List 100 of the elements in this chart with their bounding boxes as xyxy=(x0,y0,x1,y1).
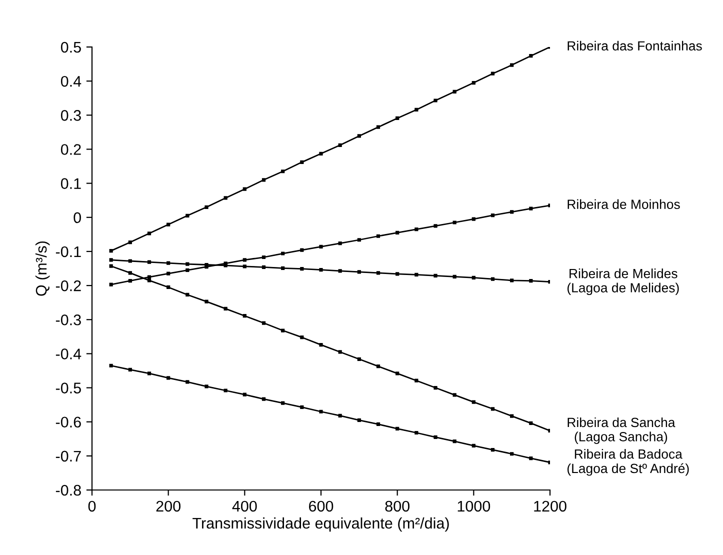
y-tick-label: -0.6 xyxy=(56,416,81,428)
point xyxy=(242,187,246,191)
point xyxy=(414,378,418,382)
point xyxy=(300,248,304,252)
point xyxy=(396,372,400,376)
point xyxy=(376,234,380,238)
point xyxy=(319,268,323,272)
point xyxy=(128,271,132,275)
point xyxy=(434,386,438,390)
point xyxy=(452,439,456,444)
point xyxy=(376,125,380,129)
point xyxy=(166,285,170,290)
point xyxy=(109,264,113,268)
point xyxy=(166,376,170,380)
series-label: Ribeira da Sancha (Lagoa Sancha) xyxy=(568,417,676,444)
y-tick-label: -0.5 xyxy=(56,382,81,394)
point xyxy=(529,421,533,426)
point xyxy=(396,272,400,276)
point xyxy=(109,282,113,286)
point xyxy=(376,364,380,368)
point xyxy=(376,271,380,275)
point xyxy=(166,261,170,265)
x-tick-label: 800 xyxy=(385,500,410,512)
point xyxy=(414,108,418,112)
point xyxy=(186,292,190,297)
point xyxy=(529,54,533,58)
point xyxy=(300,405,304,409)
point xyxy=(224,388,228,392)
point xyxy=(434,274,438,278)
point xyxy=(529,456,533,460)
point xyxy=(319,244,323,248)
point xyxy=(186,380,190,384)
point xyxy=(414,272,418,276)
point xyxy=(472,80,476,85)
x-tick-label: 200 xyxy=(156,500,180,512)
point xyxy=(338,350,342,354)
point xyxy=(529,278,533,283)
point xyxy=(396,230,400,235)
point xyxy=(338,269,342,273)
series-label: Ribeira da Badoca (Lagoa de Stº André) xyxy=(567,449,689,476)
y-tick-label: -0.2 xyxy=(56,280,81,292)
point xyxy=(109,248,113,253)
x-tick-label: 400 xyxy=(232,500,257,512)
point xyxy=(510,278,514,282)
x-tick-label: 0 xyxy=(88,500,96,512)
point xyxy=(300,336,304,340)
point xyxy=(357,418,361,422)
y-tick-label: 0.1 xyxy=(60,178,81,189)
point xyxy=(357,270,361,274)
point xyxy=(452,90,456,94)
point xyxy=(490,448,495,452)
y-tick-label: 0.4 xyxy=(60,76,82,87)
point xyxy=(490,407,495,411)
point xyxy=(224,196,228,200)
point xyxy=(434,98,438,102)
point xyxy=(300,160,304,164)
point xyxy=(281,266,285,270)
point xyxy=(186,214,190,218)
point xyxy=(128,368,132,372)
point xyxy=(472,217,476,221)
point xyxy=(510,414,514,418)
x-tick-label: 600 xyxy=(309,500,334,512)
point xyxy=(357,238,361,242)
point xyxy=(338,241,342,246)
point xyxy=(242,264,246,268)
point xyxy=(300,267,304,271)
point xyxy=(147,232,152,236)
point xyxy=(510,452,514,456)
point xyxy=(510,210,514,214)
point xyxy=(338,414,342,418)
point xyxy=(434,435,438,439)
point xyxy=(490,277,495,281)
point xyxy=(281,401,285,405)
point xyxy=(186,262,190,266)
y-tick-label: -0.3 xyxy=(56,314,81,326)
point xyxy=(204,384,208,388)
point xyxy=(281,328,285,332)
point xyxy=(166,272,170,276)
point xyxy=(472,276,476,280)
point xyxy=(166,222,170,226)
point xyxy=(128,278,132,283)
point xyxy=(147,278,152,282)
y-tick-label: 0 xyxy=(74,212,81,224)
point xyxy=(434,224,438,228)
point xyxy=(186,268,190,272)
y-tick-label: -0.7 xyxy=(56,450,81,462)
point xyxy=(319,152,323,156)
point xyxy=(262,178,266,182)
x-tick-label: 1000 xyxy=(458,500,490,512)
point xyxy=(396,116,400,120)
point xyxy=(357,134,361,138)
point xyxy=(490,214,495,218)
point xyxy=(204,262,208,267)
y-axis-title: Q (m³/s) xyxy=(35,241,50,296)
point xyxy=(224,306,228,311)
point xyxy=(262,265,266,269)
point xyxy=(529,206,533,210)
point xyxy=(147,275,152,279)
point xyxy=(510,63,514,67)
point xyxy=(414,228,418,232)
